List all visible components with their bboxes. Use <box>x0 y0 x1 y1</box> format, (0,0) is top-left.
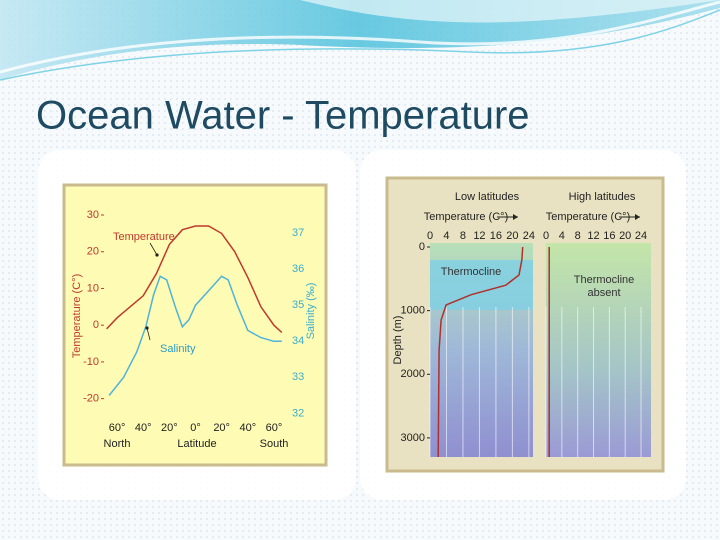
label-pointer-tip <box>155 253 159 257</box>
y2-tick-label: 37 <box>292 227 304 239</box>
annotation: North <box>104 438 131 450</box>
series-label: Temperature <box>113 231 175 243</box>
x-tick-label: 60° <box>109 422 126 434</box>
x-tick-label: 8 <box>460 230 466 242</box>
x-tick-label: 16 <box>490 230 502 242</box>
y-tick-label: 30 <box>87 209 99 221</box>
decor-swoosh <box>300 0 720 23</box>
annotation: Thermocline <box>440 266 502 278</box>
y2-tick-label: 33 <box>292 371 304 383</box>
x-tick-label: 20 <box>619 230 631 242</box>
annotation-box: Thermocline <box>440 266 502 278</box>
label-pointer-tip <box>145 326 149 330</box>
x-tick-label: 16 <box>603 230 615 242</box>
y2-tick-label: 35 <box>292 299 304 311</box>
x-tick-label: 12 <box>473 230 485 242</box>
axis-arrow-head <box>635 214 640 220</box>
y-axis-label: Temperature (C°) <box>71 274 83 358</box>
x-tick-label: 20° <box>213 422 230 434</box>
annotation: South <box>260 438 289 450</box>
plot-background <box>546 243 651 457</box>
y2-tick-label: 34 <box>292 335 304 347</box>
panel-title: High latitudes <box>569 191 636 203</box>
x-tick-label: 60° <box>266 422 283 434</box>
y-tick-label: 1000 <box>401 305 425 317</box>
data-line <box>108 275 282 396</box>
y2-axis-label: Salinity (‰) <box>305 283 317 340</box>
data-line <box>106 225 283 334</box>
decor-line <box>0 0 720 74</box>
thermocline-band <box>430 260 533 310</box>
panel-title: Low latitudes <box>455 191 520 203</box>
y-tick-label: 0 <box>419 241 425 253</box>
y-tick-label: -10 <box>83 356 99 368</box>
y2-tick-label: 36 <box>292 263 304 275</box>
series-label: Salinity <box>160 343 196 355</box>
data-line <box>437 246 524 458</box>
x-axis-label: Latitude <box>177 438 216 450</box>
x-tick-label: 40° <box>239 422 256 434</box>
decor-line <box>0 9 720 81</box>
x-tick-label: 4 <box>559 230 565 242</box>
x-tick-label: 4 <box>443 230 449 242</box>
y-axis-label: Depth (m) <box>392 316 404 365</box>
y-tick-label: 3000 <box>401 432 425 444</box>
chart-panel <box>62 183 328 467</box>
x-tick-label: 40° <box>135 422 152 434</box>
slide-title: Ocean Water - Temperature <box>36 94 530 138</box>
x-tick-label: 20° <box>161 422 178 434</box>
x-tick-label: 0° <box>190 422 201 434</box>
x-tick-label: 8 <box>575 230 581 242</box>
x-tick-label: 20 <box>506 230 518 242</box>
y-tick-label: 20 <box>87 246 99 258</box>
x-tick-label: 24 <box>523 230 535 242</box>
y-tick-label: -20 <box>83 393 99 405</box>
y-tick-label: 2000 <box>401 368 425 380</box>
x-tick-label: 0 <box>543 230 549 242</box>
y-tick-label: 10 <box>87 282 99 294</box>
axis-arrow-head <box>513 214 518 220</box>
x-tick-label: 24 <box>635 230 647 242</box>
x-tick-label: 12 <box>587 230 599 242</box>
x-axis-label: Temperature (C°) <box>546 211 630 223</box>
annotation: Thermocline absent <box>573 274 635 299</box>
x-tick-label: 0 <box>427 230 433 242</box>
y-tick-label: 0 <box>93 319 99 331</box>
label-pointer <box>146 327 151 341</box>
y2-tick-label: 32 <box>292 407 304 419</box>
annotation-box: Thermocline absent <box>573 274 635 299</box>
label-pointer <box>149 242 158 256</box>
x-axis-label: Temperature (C°) <box>424 211 508 223</box>
